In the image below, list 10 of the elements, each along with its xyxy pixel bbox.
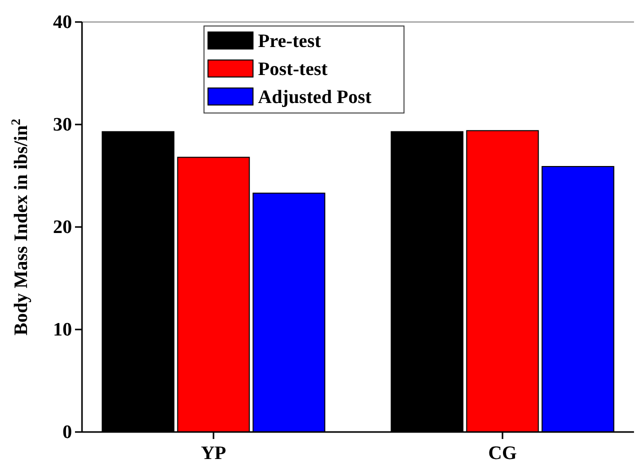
y-tick-label: 0 bbox=[62, 422, 72, 444]
legend-label: Post-test bbox=[258, 59, 328, 80]
legend-label: Adjusted Post bbox=[258, 87, 372, 108]
x-tick-label: YP bbox=[200, 443, 227, 464]
y-tick-label: 10 bbox=[53, 320, 72, 341]
legend-label: Pre-test bbox=[258, 31, 322, 52]
x-tick-label: CG bbox=[488, 443, 517, 464]
y-tick-label: 30 bbox=[53, 114, 72, 136]
y-tick-label: 20 bbox=[53, 217, 72, 238]
y-tick-label: 40 bbox=[53, 12, 72, 34]
